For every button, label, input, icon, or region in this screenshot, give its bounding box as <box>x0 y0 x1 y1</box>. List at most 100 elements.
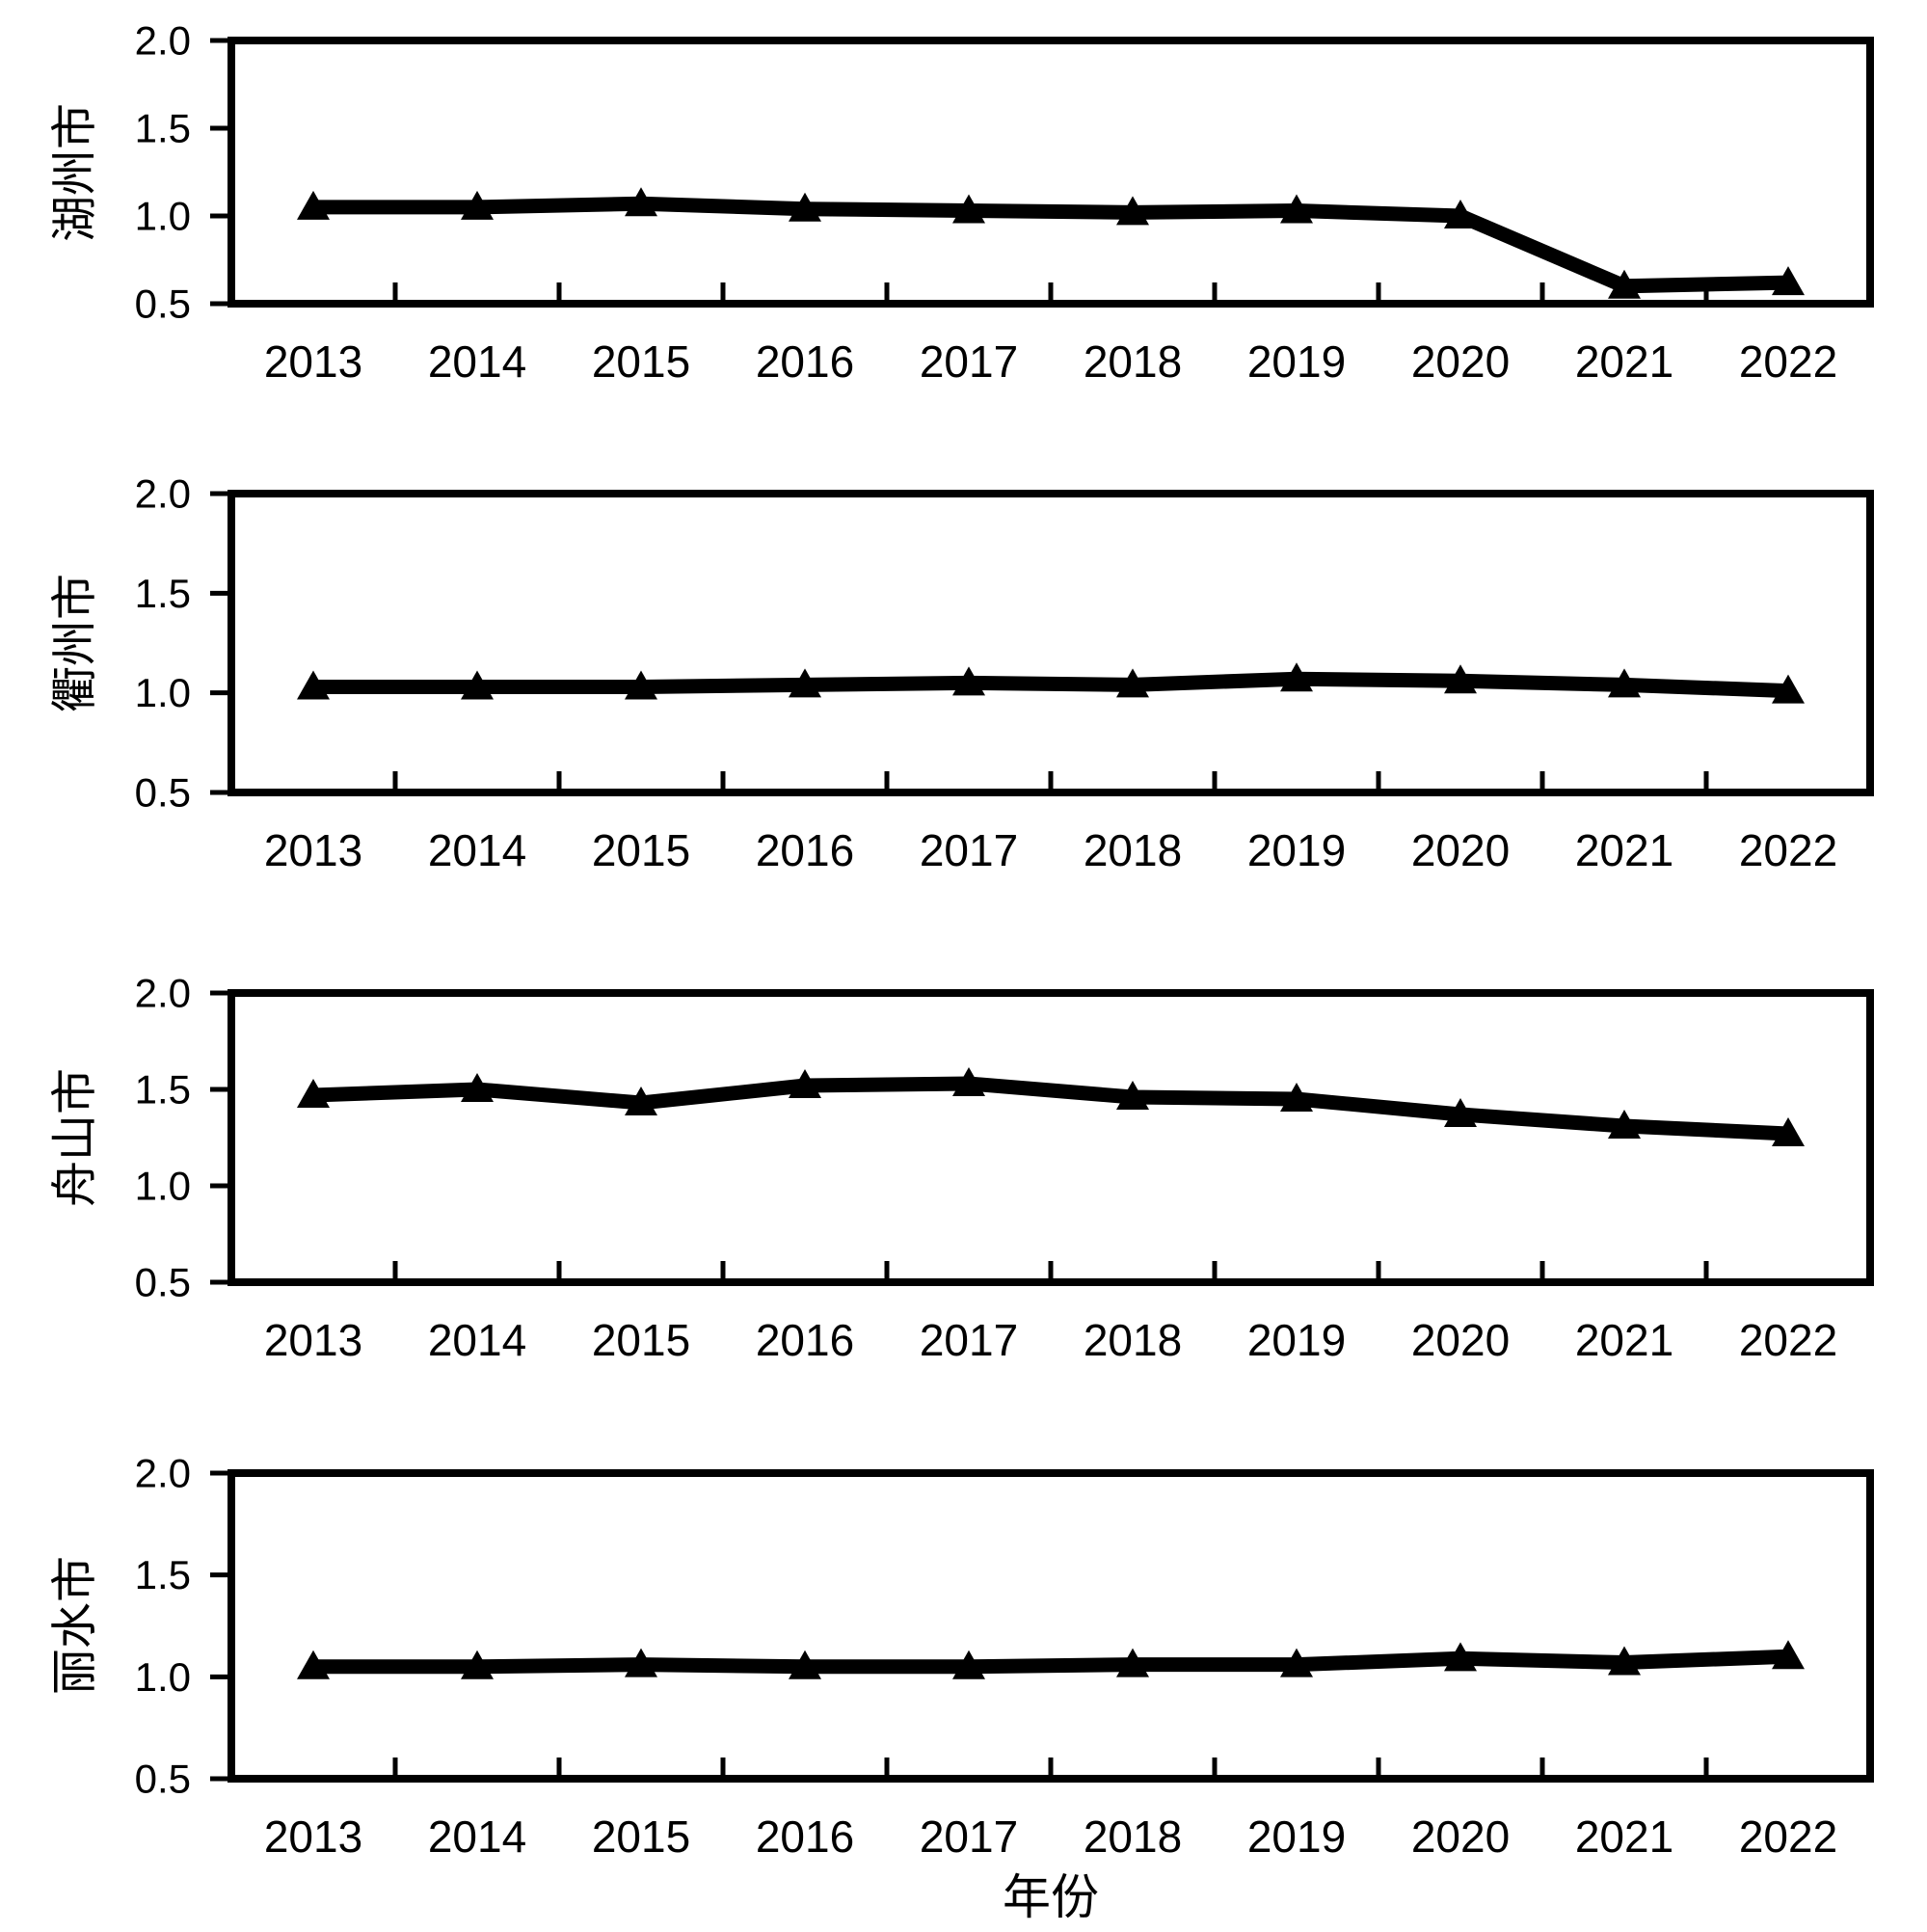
data-point-marker <box>789 668 821 698</box>
x-tick-label: 2014 <box>428 1315 526 1365</box>
chart-huzhou: 0.5 1.0 1.5 2.0 2013 2014 2015 2016 2017 2018 2019… <box>135 18 1874 387</box>
data-point-marker <box>1772 1117 1805 1146</box>
x-tick-label: 2019 <box>1247 825 1346 875</box>
y-axis-title-huzhou: 湖州市 <box>50 103 101 242</box>
data-point-marker <box>1116 1648 1149 1677</box>
y-tick-label: 1.0 <box>135 194 191 239</box>
data-point-marker <box>461 190 494 220</box>
chart-lishui: 0.5 1.0 1.5 2.0 2013 2014 2015 2016 2017 2018 2019… <box>135 1451 1874 1862</box>
x-tick-label: 2018 <box>1084 336 1182 387</box>
x-tick-label: 2020 <box>1411 336 1510 387</box>
data-point-marker <box>461 1073 494 1102</box>
x-tick-label: 2016 <box>756 1315 854 1365</box>
x-tick-label: 2013 <box>264 336 362 387</box>
data-point-marker <box>1608 269 1641 299</box>
x-tick-label: 2018 <box>1084 1811 1182 1862</box>
x-tick-label: 2020 <box>1411 825 1510 875</box>
x-tick-label: 2015 <box>592 825 690 875</box>
data-point-marker <box>297 1650 330 1679</box>
x-tick-label: 2018 <box>1084 825 1182 875</box>
chart-quzhou: 0.5 1.0 1.5 2.0 2013 2014 2015 2016 2017 2018 2019… <box>135 471 1874 875</box>
data-point-marker <box>1280 662 1313 692</box>
data-point-marker <box>1608 1646 1641 1676</box>
x-tick-label: 2017 <box>920 825 1018 875</box>
data-point-marker <box>1608 1110 1641 1139</box>
x-tick-label: 2017 <box>920 1315 1018 1365</box>
data-point-marker <box>1772 674 1805 704</box>
data-point-marker <box>461 1650 494 1679</box>
y-tick-label: 1.5 <box>135 571 191 616</box>
x-tick-label: 2014 <box>428 336 526 387</box>
data-point-marker <box>789 1650 821 1679</box>
data-point-marker <box>625 1648 657 1677</box>
data-line <box>313 671 1789 699</box>
x-tick-label: 2016 <box>756 336 854 387</box>
data-point-marker <box>461 670 494 700</box>
x-tick-label: 2019 <box>1247 1811 1346 1862</box>
data-point-marker <box>625 670 657 700</box>
y-tick-label: 1.5 <box>135 1552 191 1597</box>
x-tick-label: 2014 <box>428 825 526 875</box>
x-tick-label: 2018 <box>1084 1315 1182 1365</box>
x-tick-label: 2021 <box>1575 336 1673 387</box>
data-line <box>312 1076 1789 1141</box>
data-point-marker <box>1116 196 1149 226</box>
chart-zhoushan: 0.5 1.0 1.5 2.0 2013 2014 2015 2016 2017 2018 2019… <box>135 971 1874 1365</box>
y-tick-label: 2.0 <box>135 18 191 64</box>
x-tick-label: 2022 <box>1739 825 1837 875</box>
data-point-marker <box>952 194 985 224</box>
x-tick-label: 2015 <box>592 336 690 387</box>
x-axis-title: 年份 <box>1003 1870 1099 1924</box>
x-tick-label: 2019 <box>1247 336 1346 387</box>
data-point-marker <box>1116 1081 1149 1110</box>
x-tick-label: 2022 <box>1739 1811 1837 1862</box>
data-point-marker <box>1444 1098 1477 1127</box>
y-tick-label: 0.5 <box>135 1260 191 1305</box>
y-tick-label: 0.5 <box>135 1757 191 1802</box>
x-tick-label: 2015 <box>592 1811 690 1862</box>
data-point-marker <box>1608 668 1641 698</box>
x-tick-label: 2016 <box>756 1811 854 1862</box>
y-tick-label: 2.0 <box>135 971 191 1016</box>
data-point-marker <box>1280 1648 1313 1677</box>
data-point-marker <box>1772 1640 1805 1670</box>
y-tick-label: 1.0 <box>135 1654 191 1700</box>
data-point-marker <box>625 187 657 217</box>
x-tick-label: 2013 <box>264 1811 362 1862</box>
x-tick-label: 2020 <box>1411 1811 1510 1862</box>
y-tick-label: 1.0 <box>135 670 191 715</box>
y-tick-label: 2.0 <box>135 471 191 517</box>
x-tick-label: 2022 <box>1739 1315 1837 1365</box>
data-point-marker <box>1444 664 1477 694</box>
y-axis-title-quzhou: 衢州市 <box>50 574 101 712</box>
x-tick-label: 2014 <box>428 1811 526 1862</box>
x-tick-label: 2020 <box>1411 1315 1510 1365</box>
x-tick-label: 2017 <box>920 1811 1018 1862</box>
data-point-marker <box>952 1067 985 1096</box>
plot-border <box>227 37 1874 308</box>
data-point-marker <box>1444 200 1477 228</box>
data-point-marker <box>1280 194 1313 224</box>
y-tick-label: 1.5 <box>135 1067 191 1113</box>
data-point-marker <box>625 1087 657 1115</box>
data-point-marker <box>952 666 985 696</box>
data-point-marker <box>952 1650 985 1679</box>
data-point-marker <box>789 192 821 222</box>
x-tick-label: 2016 <box>756 825 854 875</box>
y-tick-label: 2.0 <box>135 1451 191 1496</box>
data-line <box>313 196 1789 294</box>
data-point-marker <box>1116 668 1149 698</box>
x-tick-label: 2017 <box>920 336 1018 387</box>
x-tick-label: 2021 <box>1575 1811 1673 1862</box>
data-line <box>313 1649 1789 1675</box>
x-tick-label: 2015 <box>592 1315 690 1365</box>
y-tick-label: 0.5 <box>135 770 191 816</box>
y-tick-label: 1.5 <box>135 106 191 151</box>
x-tick-label: 2013 <box>264 1315 362 1365</box>
x-tick-label: 2022 <box>1739 336 1837 387</box>
data-point-marker <box>1444 1642 1477 1672</box>
plot-border <box>227 490 1874 796</box>
data-point-marker <box>1772 266 1805 296</box>
